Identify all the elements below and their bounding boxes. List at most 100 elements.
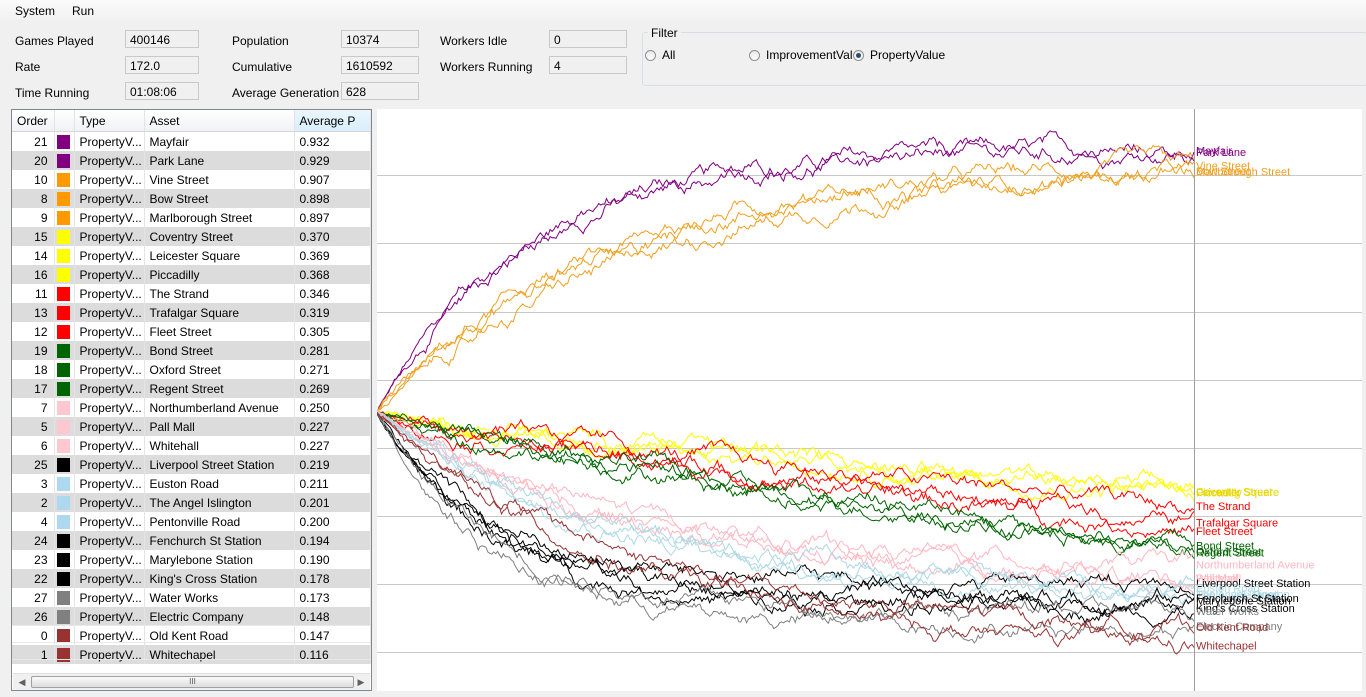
series-label: Bow Street	[1196, 166, 1250, 178]
table-row[interactable]: 2 PropertyV... The Angel Islington 0.201	[12, 493, 371, 512]
series-line	[376, 412, 1195, 492]
table-row[interactable]: 19 PropertyV... Bond Street 0.281	[12, 341, 371, 360]
radio-checked-icon	[853, 49, 864, 61]
cell-avg: 0.269	[294, 379, 371, 398]
column-header-color[interactable]	[54, 110, 75, 132]
table-row[interactable]: 14 PropertyV... Leicester Square 0.369	[12, 246, 371, 265]
table-row[interactable]: 12 PropertyV... Fleet Street 0.305	[12, 322, 371, 341]
workers-running-value: 4	[549, 56, 627, 74]
table-row[interactable]: 4 PropertyV... Pentonville Road 0.200	[12, 512, 371, 531]
cell-avg: 0.173	[294, 588, 371, 607]
cell-avg: 0.907	[294, 170, 371, 189]
rate-value: 172.0	[125, 56, 199, 74]
cell-order: 22	[12, 569, 55, 588]
menu-run[interactable]: Run	[72, 4, 95, 18]
series-label: Euston Road	[1196, 583, 1260, 595]
series-line	[376, 412, 1195, 641]
series-label: Coventry Street	[1196, 486, 1272, 498]
filter-all-radio[interactable]: All	[645, 48, 675, 62]
table-row[interactable]: 25 PropertyV... Liverpool Street Station 0.…	[12, 455, 371, 474]
cell-avg: 0.932	[294, 131, 371, 151]
cell-type: PropertyV...	[74, 550, 145, 569]
table-row[interactable]: 13 PropertyV... Trafalgar Square 0.319	[12, 303, 371, 322]
table-row[interactable]: 16 PropertyV... Piccadilly 0.368	[12, 265, 371, 284]
menu-system[interactable]: System	[15, 4, 56, 18]
cell-avg: 0.219	[294, 455, 371, 474]
table-row[interactable]: 9 PropertyV... Marlborough Street 0.897	[12, 208, 371, 227]
color-swatch	[56, 419, 70, 434]
table-row[interactable]: 0 PropertyV... Old Kent Road 0.147	[12, 626, 371, 645]
cell-color	[54, 493, 75, 512]
table-row[interactable]: 7 PropertyV... Northumberland Avenue 0.250	[12, 398, 371, 417]
table-row[interactable]: 27 PropertyV... Water Works 0.173	[12, 588, 371, 607]
cell-color	[54, 246, 75, 265]
color-swatch	[56, 381, 70, 396]
table-row[interactable]: 21 PropertyV... Mayfair 0.932	[12, 131, 371, 151]
cell-asset: Pall Mall	[144, 417, 295, 436]
column-header-asset[interactable]: Asset	[144, 110, 295, 132]
table-row[interactable]: 24 PropertyV... Fenchurch St Station 0.194	[12, 531, 371, 550]
series-line	[376, 411, 1195, 527]
cumulative-value: 1610592	[341, 56, 419, 74]
cell-color	[54, 588, 75, 607]
color-swatch	[56, 571, 70, 586]
cell-color	[54, 550, 75, 569]
cell-asset: Pentonville Road	[144, 512, 295, 531]
table-row[interactable]: 15 PropertyV... Coventry Street 0.370	[12, 227, 371, 246]
table-row[interactable]: 6 PropertyV... Whitehall 0.227	[12, 436, 371, 455]
color-swatch	[56, 248, 70, 263]
cell-color	[54, 265, 75, 284]
cell-order: 21	[12, 131, 55, 151]
column-header-average[interactable]: Average P	[294, 110, 371, 132]
table-row[interactable]: 23 PropertyV... Marylebone Station 0.190	[12, 550, 371, 569]
scroll-thumb[interactable]: III	[31, 676, 354, 688]
asset-table: Order Type Asset Average P 21 PropertyV..…	[12, 110, 371, 664]
filter-improvementval-label: ImprovementVal	[766, 48, 853, 62]
table-row[interactable]: 8 PropertyV... Bow Street 0.898	[12, 189, 371, 208]
cell-asset: Oxford Street	[144, 360, 295, 379]
cell-order: 0	[12, 626, 55, 645]
table-row[interactable]: 11 PropertyV... The Strand 0.346	[12, 284, 371, 303]
cell-avg: 0.211	[294, 474, 371, 493]
table-row[interactable]: 17 PropertyV... Regent Street 0.269	[12, 379, 371, 398]
table-row[interactable]: 26 PropertyV... Electric Company 0.148	[12, 607, 371, 626]
table-row[interactable]: 18 PropertyV... Oxford Street 0.271	[12, 360, 371, 379]
series-line	[376, 158, 1195, 412]
table-row[interactable]: 22 PropertyV... King's Cross Station 0.178	[12, 569, 371, 588]
games-played-value: 400146	[125, 30, 199, 48]
color-swatch	[56, 210, 70, 225]
table-row[interactable]: 3 PropertyV... Euston Road 0.211	[12, 474, 371, 493]
table-row[interactable]: 20 PropertyV... Park Lane 0.929	[12, 151, 371, 170]
filter-group	[642, 32, 1366, 86]
column-header-order[interactable]: Order	[12, 110, 55, 132]
scroll-right-arrow-icon[interactable]: ▶	[357, 677, 365, 687]
cell-asset: Park Lane	[144, 151, 295, 170]
cell-asset: Regent Street	[144, 379, 295, 398]
cell-order: 10	[12, 170, 55, 189]
color-swatch	[56, 267, 70, 282]
filter-propertyvalue-radio[interactable]: PropertyValue	[853, 48, 945, 62]
asset-grid[interactable]: Order Type Asset Average P 21 PropertyV..…	[11, 109, 372, 691]
cell-color	[54, 170, 75, 189]
horizontal-scrollbar[interactable]: ◀ III ▶	[13, 673, 370, 690]
table-row[interactable]: 10 PropertyV... Vine Street 0.907	[12, 170, 371, 189]
scroll-left-arrow-icon[interactable]: ◀	[18, 677, 26, 687]
cell-type: PropertyV...	[74, 170, 145, 189]
cell-order: 20	[12, 151, 55, 170]
color-swatch	[56, 457, 70, 472]
cell-avg: 0.201	[294, 493, 371, 512]
games-played-label: Games Played	[15, 34, 94, 48]
cell-order: 26	[12, 607, 55, 626]
cell-type: PropertyV...	[74, 493, 145, 512]
cell-type: PropertyV...	[74, 417, 145, 436]
cell-avg: 0.370	[294, 227, 371, 246]
filter-improvementval-radio[interactable]: ImprovementVal	[749, 48, 852, 62]
series-line	[376, 412, 1195, 559]
filter-propertyvalue-label: PropertyValue	[870, 48, 946, 62]
cell-order: 11	[12, 284, 55, 303]
column-header-type[interactable]: Type	[74, 110, 145, 132]
series-line	[376, 411, 1195, 655]
cell-type: PropertyV...	[74, 531, 145, 550]
table-row[interactable]: 5 PropertyV... Pall Mall 0.227	[12, 417, 371, 436]
